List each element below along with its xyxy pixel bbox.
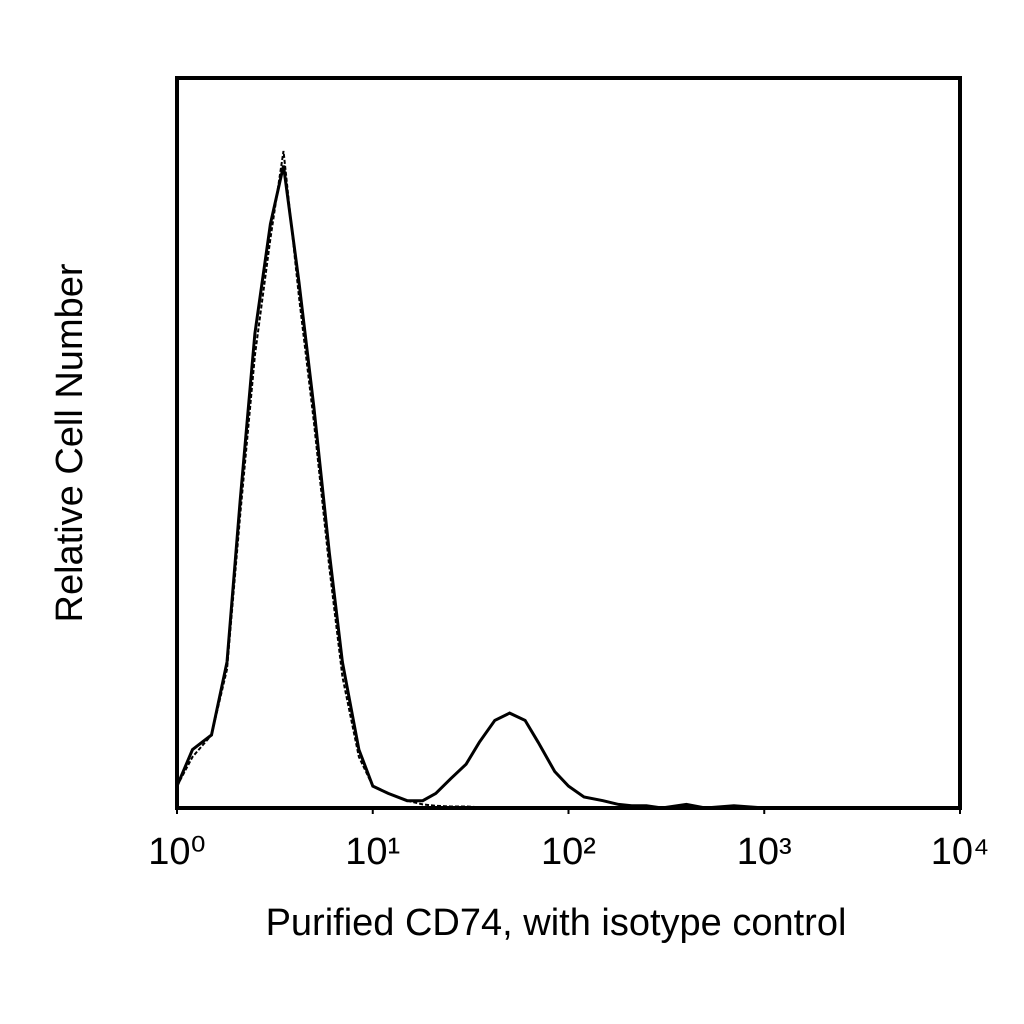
- x-tick-label: 10²: [541, 831, 596, 873]
- x-tick-label: 10³: [737, 831, 792, 873]
- x-tick-label: 10⁰: [148, 831, 206, 873]
- y-axis-label: Relative Cell Number: [49, 263, 91, 622]
- plot-frame: [175, 76, 962, 810]
- x-tick-label: 10¹: [345, 831, 400, 873]
- x-axis-label: Purified CD74, with isotype control: [266, 902, 847, 944]
- x-tick-label: 10⁴: [931, 831, 990, 873]
- histogram-line: [176, 150, 960, 809]
